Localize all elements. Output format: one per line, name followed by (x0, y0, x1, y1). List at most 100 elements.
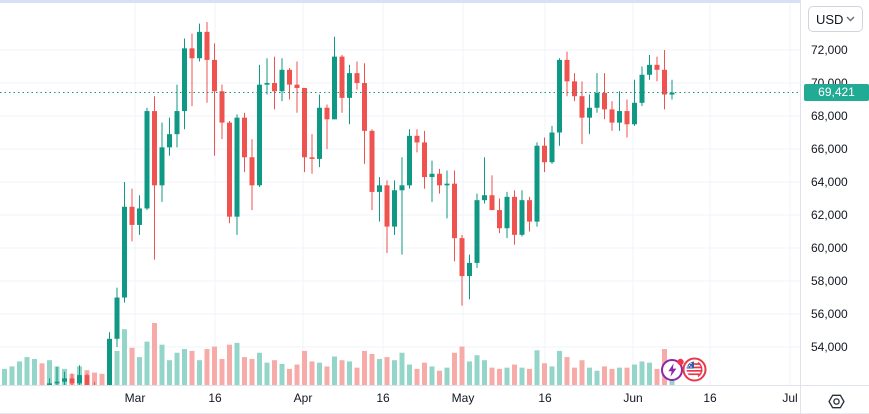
volume-bar (39, 363, 45, 385)
candle-body (587, 107, 592, 118)
volume-bar (197, 360, 202, 385)
volume-bar (332, 356, 337, 385)
candle-body (219, 91, 225, 123)
volume-bar (392, 360, 397, 385)
price-axis-label: 60,000 (811, 241, 848, 256)
volume-bar (99, 373, 105, 385)
volume-bar (497, 368, 502, 385)
candle-body (437, 173, 442, 186)
volume-bar (407, 364, 412, 385)
volume-bar (602, 366, 607, 385)
price-axis-label: 64,000 (811, 175, 848, 190)
volume-bar (24, 357, 30, 385)
volume-bar (564, 357, 570, 385)
volume-bar (264, 362, 270, 385)
us-flag-event-badge[interactable] (682, 357, 707, 382)
volume-bar (452, 352, 457, 385)
candle-body (197, 31, 202, 59)
candle-body (77, 375, 82, 384)
price-chart-pane[interactable] (0, 0, 800, 385)
volume-bar (92, 372, 97, 385)
candle-body (294, 84, 300, 88)
candle-body (324, 107, 330, 120)
candle-body (377, 185, 382, 192)
event-badges (660, 357, 707, 382)
volume-bar (114, 350, 120, 385)
lightning-event-badge[interactable] (660, 357, 685, 382)
volume-bar (587, 367, 592, 385)
candle-body (549, 132, 555, 163)
volume-bar (572, 367, 577, 385)
us-flag-icon (682, 357, 707, 382)
volume-bar (309, 361, 315, 385)
volume-bar (482, 360, 487, 385)
currency-dropdown[interactable]: USD (808, 6, 863, 32)
candle-body (669, 92, 675, 95)
candle-body (497, 210, 502, 229)
volume-bar (167, 360, 172, 385)
volume-bar (399, 352, 405, 385)
time-axis-label: May (451, 391, 475, 405)
volume-bar (557, 350, 562, 385)
volume-bar (204, 349, 210, 385)
candle-body (564, 59, 570, 82)
volume-bar (47, 360, 52, 385)
candle-body (204, 31, 210, 60)
volume-bar (444, 367, 450, 385)
volume-bar (474, 355, 480, 385)
candle-body (557, 59, 562, 133)
candle-body (624, 111, 630, 125)
volume-bar (234, 342, 240, 385)
volume-bar (617, 367, 622, 385)
candle-body (414, 135, 420, 143)
price-axis-label: 72,000 (811, 43, 848, 57)
candle-body (579, 96, 585, 118)
candle-body (519, 200, 525, 235)
candle-body (174, 111, 180, 135)
volume-bar (339, 360, 345, 385)
candle-body (572, 81, 577, 97)
candle-body (534, 145, 540, 222)
candle-body (647, 64, 652, 75)
volume-bar (174, 352, 180, 385)
volume-bar (369, 354, 375, 385)
candle-body (159, 147, 165, 186)
volume-bar (354, 367, 360, 385)
candle-body (144, 111, 150, 209)
volume-bar (227, 344, 232, 385)
candle-body (47, 383, 52, 385)
candle-body (332, 56, 337, 120)
candle-body (489, 195, 495, 211)
candle-body (122, 206, 127, 298)
volume-bar (189, 350, 195, 385)
volume-bar (32, 358, 37, 385)
candlestick-chart[interactable] (0, 0, 800, 385)
volume-bar (129, 347, 135, 385)
volume-bar (512, 364, 517, 385)
volume-bar (17, 361, 22, 385)
time-axis[interactable]: Mar 16 Apr 16 May 16 Jun 16 Jul (0, 385, 869, 414)
pane-top-border (0, 0, 800, 3)
volume-bar (594, 370, 600, 385)
volume-bar (527, 368, 532, 385)
candle-body (527, 200, 532, 222)
candle-body (407, 135, 412, 186)
price-axis[interactable]: USD 72,000 70,000 68,000 66,000 64,000 62,000… (800, 0, 869, 385)
settings-gear-icon[interactable] (824, 389, 848, 413)
volume-bar (219, 358, 225, 385)
candle-body (384, 185, 390, 227)
candle-body (249, 157, 255, 186)
candle-body (594, 92, 600, 108)
volume-bar (9, 366, 15, 385)
volume-bar (437, 370, 442, 385)
candle-body (309, 157, 315, 159)
lightning-icon (661, 358, 684, 381)
volume-bar (362, 350, 367, 385)
candle-body (84, 375, 90, 385)
volume-bar (272, 360, 277, 385)
volume-bar (489, 367, 495, 385)
candle-body (137, 208, 142, 225)
candle-body (429, 173, 435, 178)
candle-body (227, 122, 232, 217)
